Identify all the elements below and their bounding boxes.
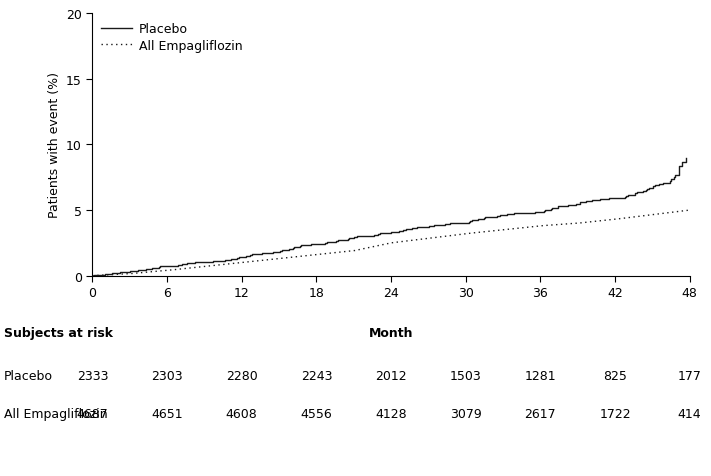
Text: 4651: 4651	[151, 407, 183, 420]
Placebo	[334, 238, 343, 244]
Text: 2333: 2333	[77, 369, 108, 382]
Text: 2012: 2012	[375, 369, 407, 382]
Placebo	[142, 267, 151, 273]
Text: Placebo: Placebo	[4, 369, 53, 382]
Text: 1503: 1503	[450, 369, 481, 382]
Text: 4556: 4556	[301, 407, 332, 420]
All Empagliflozin	[685, 208, 694, 213]
Placebo	[402, 227, 410, 233]
Text: 3079: 3079	[450, 407, 481, 420]
Line: All Empagliflozin: All Empagliflozin	[92, 210, 690, 276]
Placebo	[682, 155, 690, 161]
Text: All Empagliflozin: All Empagliflozin	[4, 407, 107, 420]
Text: 2617: 2617	[525, 407, 556, 420]
Text: 4687: 4687	[77, 407, 108, 420]
Placebo	[88, 273, 97, 279]
All Empagliflozin	[358, 247, 367, 252]
Text: 4608: 4608	[226, 407, 257, 420]
Line: Placebo: Placebo	[92, 158, 686, 276]
All Empagliflozin	[538, 223, 546, 229]
All Empagliflozin	[242, 260, 250, 266]
Text: 177: 177	[678, 369, 702, 382]
Text: 1722: 1722	[599, 407, 631, 420]
All Empagliflozin	[194, 265, 203, 270]
All Empagliflozin	[440, 234, 449, 239]
All Empagliflozin	[88, 273, 97, 279]
Text: 414: 414	[678, 407, 702, 420]
Text: 2303: 2303	[151, 369, 183, 382]
Placebo	[481, 216, 489, 221]
Legend: Placebo, All Empagliflozin: Placebo, All Empagliflozin	[99, 20, 245, 55]
Text: 825: 825	[603, 369, 627, 382]
Placebo	[104, 272, 112, 278]
Placebo	[503, 212, 511, 218]
Text: Subjects at risk: Subjects at risk	[4, 326, 112, 339]
Text: 4128: 4128	[375, 407, 407, 420]
All Empagliflozin	[487, 228, 496, 234]
Text: Month: Month	[369, 326, 413, 339]
Text: 1281: 1281	[525, 369, 556, 382]
Y-axis label: Patients with event (%): Patients with event (%)	[48, 72, 60, 218]
Text: 2243: 2243	[301, 369, 332, 382]
Text: 2280: 2280	[226, 369, 257, 382]
